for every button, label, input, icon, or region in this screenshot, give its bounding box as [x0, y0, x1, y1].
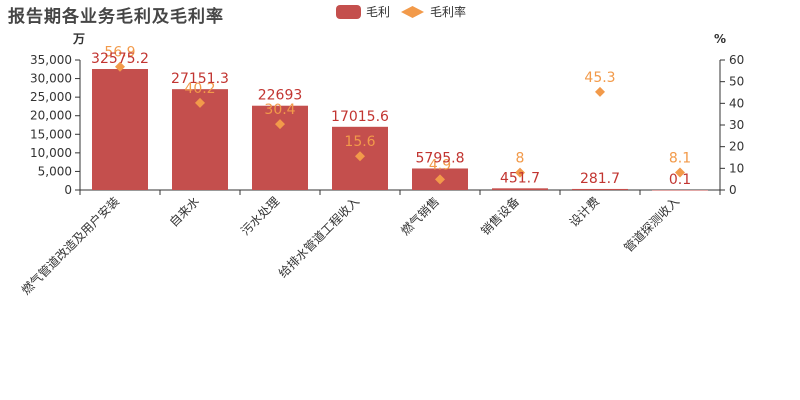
y-tick-label: 35,000 — [30, 53, 72, 67]
bar-data-label: 32575.2 — [91, 51, 149, 67]
chart-title: 报告期各业务毛利及毛利率 — [8, 7, 224, 27]
y-tick-label: 5,000 — [38, 164, 72, 178]
x-tick-label: 销售设备 — [478, 194, 523, 239]
x-tick-label: 给排水管道工程收入 — [275, 194, 362, 281]
rate-point — [675, 167, 685, 178]
rate-data-label: 8 — [516, 151, 525, 167]
rate-data-label: 4.9 — [429, 157, 451, 173]
y-tick-label: 25,000 — [30, 90, 72, 104]
rate-point — [515, 167, 525, 178]
y2-axis-name: % — [714, 32, 726, 46]
diamond-swatch-icon — [401, 6, 425, 18]
bar-data-label: 27151.3 — [171, 71, 229, 87]
legend: 毛利 毛利率 — [336, 4, 476, 20]
legend-label-gross-margin: 毛利率 — [430, 5, 467, 19]
y-tick-label: 0 — [64, 183, 72, 197]
rate-point — [595, 86, 605, 97]
rate-point — [275, 119, 285, 130]
y2-tick-label: 20 — [729, 140, 744, 154]
rate-point — [435, 174, 445, 185]
legend-item-gross-margin[interactable]: 毛利率 — [400, 5, 466, 19]
plot-area: 0 5,000 10,000 15,000 20,000 25,000 30,000 35,0… — [18, 45, 744, 298]
y-tick-label: 30,000 — [30, 72, 72, 86]
bar-data-label: 5795.8 — [416, 150, 465, 166]
rate-point — [195, 97, 205, 108]
bar-data-label: 451.7 — [500, 170, 540, 186]
bar-data-label: 22693 — [258, 88, 303, 104]
rate-data-label: 45.3 — [584, 70, 615, 86]
rate-data-label: 56.9 — [104, 45, 135, 61]
rate-data-label: 15.6 — [344, 134, 375, 150]
bar — [572, 188, 628, 190]
bar-data-label: 0.1 — [669, 172, 691, 188]
legend-item-gross-profit[interactable]: 毛利 — [336, 5, 390, 19]
bar — [492, 188, 548, 190]
x-tick-label: 污水处理 — [238, 194, 282, 238]
y2-tick-label: 0 — [729, 183, 737, 197]
y2-tick-label: 30 — [729, 118, 744, 132]
y-tick-label: 20,000 — [30, 109, 72, 123]
x-tick-label: 管道探测收入 — [621, 194, 683, 256]
y-tick-label: 15,000 — [30, 127, 72, 141]
y2-tick-label: 10 — [729, 161, 744, 175]
legend-label-gross-profit: 毛利 — [366, 5, 391, 19]
y2-tick-label: 50 — [729, 75, 744, 89]
bar-data-label: 281.7 — [580, 171, 620, 187]
bar — [652, 189, 708, 191]
y-axis-name: 万 — [72, 32, 85, 46]
bar-data-label: 17015.6 — [331, 109, 389, 125]
rate-point — [355, 151, 365, 162]
x-tick-label: 燃气销售 — [398, 194, 443, 239]
y2-tick-label: 60 — [729, 53, 744, 67]
x-tick-label: 自来水 — [167, 194, 202, 229]
rate-data-label: 8.1 — [669, 150, 691, 166]
x-tick-label: 设计费 — [567, 194, 602, 229]
x-tick-label: 燃气管道改造及用户安装 — [18, 194, 122, 298]
y-tick-label: 10,000 — [30, 146, 72, 160]
rate-point — [115, 61, 125, 72]
rate-data-label: 40.2 — [184, 81, 215, 97]
rate-data-label: 30.4 — [264, 102, 295, 118]
bar — [92, 69, 148, 190]
bar — [252, 105, 308, 190]
bar-swatch-icon — [336, 5, 361, 19]
y2-tick-label: 40 — [729, 96, 744, 110]
